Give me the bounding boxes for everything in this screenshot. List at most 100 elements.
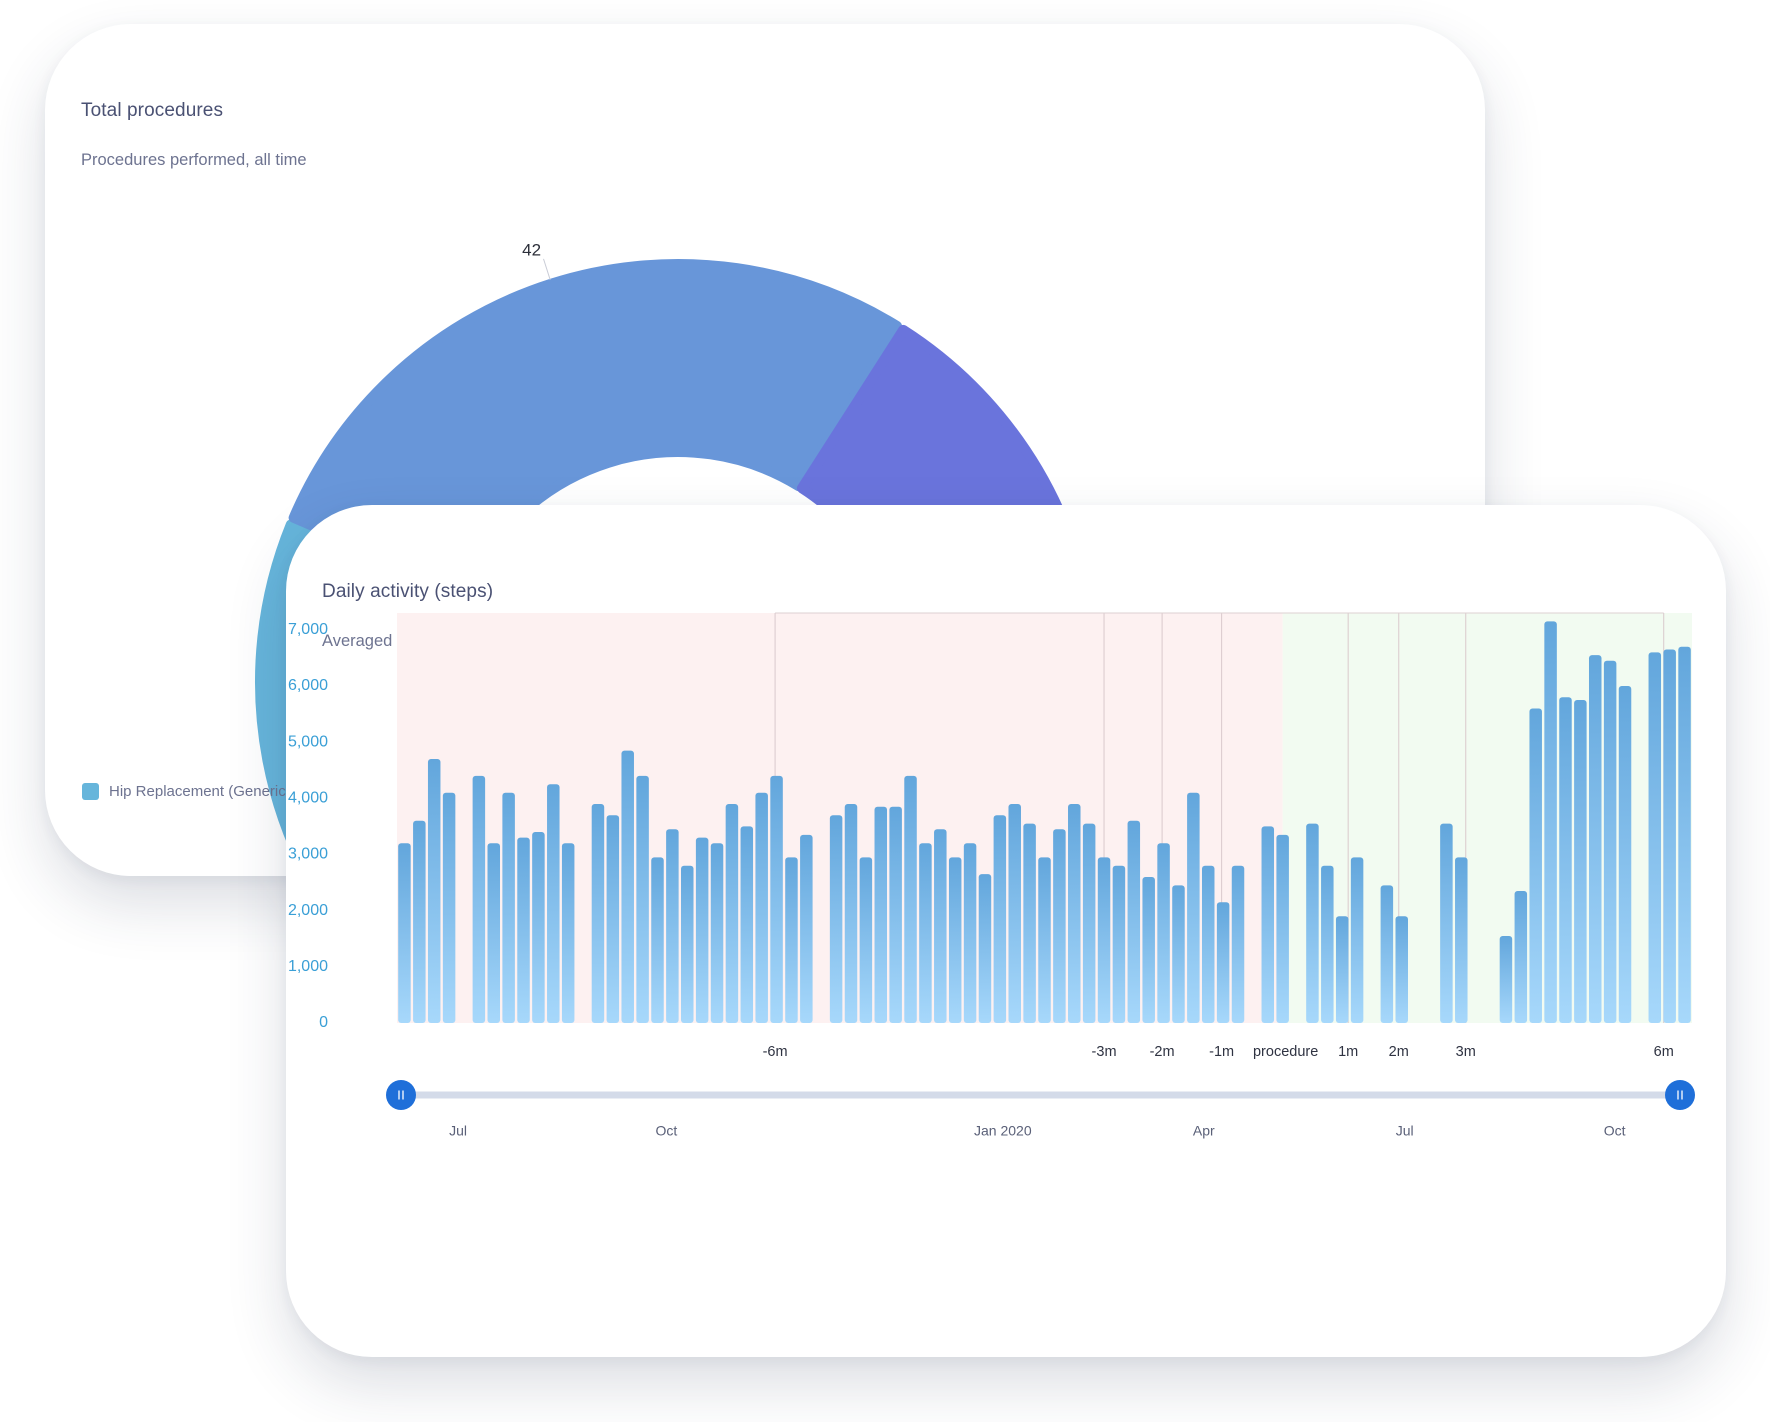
bar[interactable] (1618, 686, 1632, 1023)
activity-card: Daily activity (steps) Averaged each wee… (286, 505, 1726, 1357)
bar[interactable] (606, 815, 620, 1023)
date-tick-label: Jul (1396, 1123, 1414, 1139)
bar[interactable] (1112, 865, 1126, 1023)
bar[interactable] (1529, 708, 1542, 1023)
bar[interactable] (1142, 876, 1155, 1023)
bar[interactable] (1544, 621, 1557, 1023)
bar[interactable] (1187, 792, 1200, 1023)
bar[interactable] (1574, 700, 1587, 1023)
bar[interactable] (755, 792, 768, 1023)
date-tick-label: Apr (1193, 1123, 1215, 1139)
bar[interactable] (904, 775, 917, 1023)
bar[interactable] (621, 750, 634, 1023)
bar[interactable] (547, 784, 560, 1023)
bar[interactable] (636, 775, 649, 1023)
bar[interactable] (1380, 885, 1394, 1023)
activity-title: Daily activity (steps) (322, 581, 494, 602)
y-tick-label: 7,000 (288, 621, 328, 638)
bar[interactable] (800, 834, 813, 1023)
bar[interactable] (934, 829, 947, 1023)
range-slider-end-handle[interactable] (1665, 1080, 1695, 1110)
bar[interactable] (472, 775, 486, 1023)
bar[interactable] (695, 837, 709, 1023)
bar[interactable] (1068, 803, 1081, 1023)
marker-label: -6m (763, 1044, 788, 1060)
bar[interactable] (1335, 916, 1349, 1023)
bar[interactable] (1276, 834, 1289, 1023)
donut-leader-line (543, 258, 551, 280)
bar[interactable] (770, 775, 783, 1023)
bar[interactable] (591, 803, 605, 1023)
bar[interactable] (1038, 857, 1051, 1023)
bar[interactable] (487, 843, 501, 1023)
bar[interactable] (1306, 823, 1319, 1023)
bar[interactable] (1648, 652, 1662, 1023)
bar[interactable] (1663, 649, 1676, 1023)
bar[interactable] (1603, 660, 1617, 1023)
bar[interactable] (1157, 843, 1170, 1023)
bar[interactable] (829, 815, 843, 1023)
date-tick-label: Oct (1604, 1123, 1626, 1139)
procedures-legend[interactable]: Hip Replacement (Generic (82, 783, 286, 800)
bar[interactable] (1559, 697, 1572, 1023)
bar[interactable] (993, 815, 1007, 1023)
bar[interactable] (1172, 885, 1185, 1023)
bar[interactable] (1440, 823, 1453, 1023)
bar[interactable] (1499, 935, 1513, 1023)
bar[interactable] (1514, 891, 1528, 1023)
y-tick-label: 5,000 (288, 733, 328, 750)
bar[interactable] (919, 843, 932, 1023)
range-slider-start-handle[interactable] (386, 1080, 416, 1110)
bar[interactable] (1216, 902, 1230, 1023)
bar[interactable] (1395, 916, 1408, 1023)
bar[interactable] (1201, 865, 1215, 1023)
bar[interactable] (517, 837, 530, 1023)
bar[interactable] (1350, 857, 1364, 1023)
bar[interactable] (1261, 826, 1275, 1023)
date-tick-label: Oct (656, 1123, 678, 1139)
bar[interactable] (978, 874, 992, 1023)
bar[interactable] (874, 806, 888, 1023)
bar[interactable] (1008, 803, 1021, 1023)
bar[interactable] (1321, 865, 1334, 1023)
bar[interactable] (442, 792, 456, 1023)
bar[interactable] (1023, 823, 1036, 1023)
bar[interactable] (666, 829, 679, 1023)
legend-swatch (82, 783, 99, 800)
bar[interactable] (1053, 829, 1066, 1023)
handle-circle (1665, 1080, 1695, 1110)
bar[interactable] (1127, 820, 1141, 1023)
bar[interactable] (710, 843, 724, 1023)
bar[interactable] (532, 832, 545, 1023)
date-tick-label: Jan 2020 (974, 1123, 1032, 1139)
marker-label: -2m (1150, 1044, 1175, 1060)
bar[interactable] (740, 826, 754, 1023)
bar[interactable] (1588, 655, 1602, 1023)
bar[interactable] (1678, 646, 1691, 1023)
bar[interactable] (844, 803, 858, 1023)
marker-label: procedure (1253, 1044, 1318, 1060)
bar[interactable] (561, 843, 575, 1023)
bar[interactable] (1231, 865, 1245, 1023)
marker-label: -1m (1209, 1044, 1234, 1060)
bar[interactable] (398, 843, 411, 1023)
y-tick-label: 0 (319, 1014, 328, 1031)
bar[interactable] (427, 759, 441, 1023)
marker-label: 2m (1389, 1044, 1409, 1060)
bar[interactable] (948, 857, 962, 1023)
y-tick-label: 2,000 (288, 902, 328, 919)
bar[interactable] (785, 857, 798, 1023)
bar[interactable] (859, 857, 873, 1023)
bar[interactable] (725, 803, 739, 1023)
bar[interactable] (502, 792, 515, 1023)
bar[interactable] (681, 865, 694, 1023)
marker-label: -3m (1092, 1044, 1117, 1060)
bar[interactable] (1082, 823, 1096, 1023)
bar[interactable] (1097, 857, 1111, 1023)
bar[interactable] (651, 857, 664, 1023)
marker-label: 3m (1456, 1044, 1476, 1060)
bar[interactable] (413, 820, 426, 1023)
bar[interactable] (1455, 857, 1468, 1023)
bar[interactable] (963, 843, 977, 1023)
bar[interactable] (889, 806, 902, 1023)
